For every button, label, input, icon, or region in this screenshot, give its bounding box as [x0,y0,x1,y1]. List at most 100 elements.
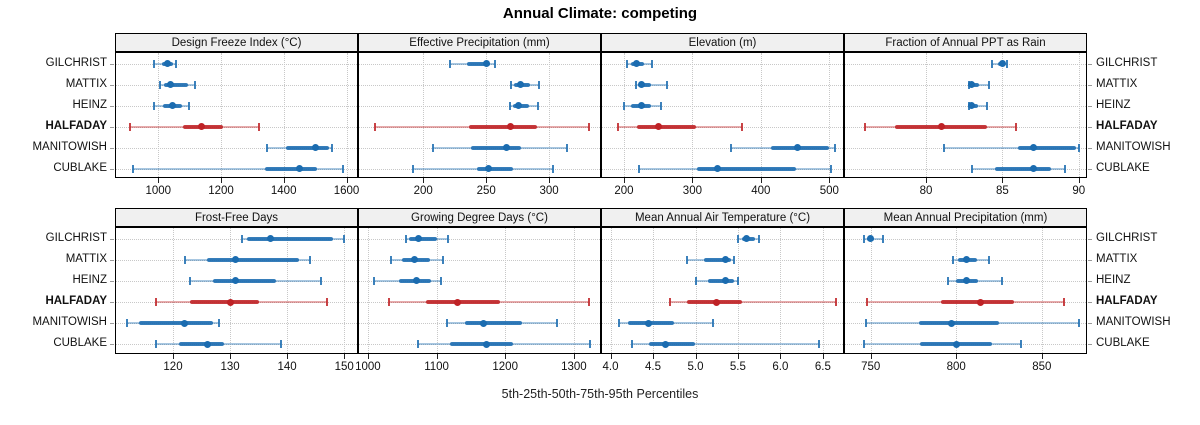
axis-tick [623,178,625,183]
axis-tick [423,178,425,183]
site-label-left: MATTIX [65,77,107,90]
panel-header: Mean Annual Air Temperature (°C) [601,208,844,227]
axis-tick-label: 250 [476,185,496,197]
grid-line-vertical [956,228,958,353]
grid-line-vertical [610,228,612,353]
axis-tick [956,354,958,359]
whisker-cap-low [448,59,451,68]
axis-tick [573,354,575,359]
axis-tick-label: 6.0 [772,361,789,373]
chart-title: Annual Climate: competing [502,5,698,22]
series-median-dot [637,102,645,109]
whisker-cap-low [389,255,392,264]
y-tick [110,323,114,325]
y-tick [1088,63,1092,65]
whisker-cap-high [538,80,540,89]
whisker-cap-high [447,234,450,243]
grid-line-horizontal [359,238,600,240]
whisker-cap-high [1078,319,1081,328]
axis-tick-label: 140 [277,361,297,373]
axis-tick-label: 6.5 [814,361,831,373]
series-median-dot [413,277,421,285]
grid-line-vertical [367,228,369,353]
whisker-cap-low [412,164,415,173]
grid-line-horizontal [602,63,843,65]
series-median-dot [502,144,510,151]
axis-tick-label: 200 [614,185,634,197]
series-median-dot [721,256,729,264]
grid-line-vertical [1002,53,1004,177]
series-iqr-line [247,236,333,241]
axis-tick-label: 4.0 [602,361,619,373]
y-tick [1088,126,1092,128]
axis-tick [870,354,872,359]
axis-tick-label: 1200 [492,361,518,373]
grid-line-horizontal [602,344,843,346]
whisker-cap-high [556,319,559,328]
panel-header: Mean Annual Precipitation (mm) [844,208,1087,227]
whisker-cap-high [651,59,653,68]
series-median-dot [968,81,976,88]
series-median-dot [742,235,750,243]
axis-tick-label: 5.0 [687,361,704,373]
series-median-dot [226,298,234,306]
axis-tick-label: 1100 [424,361,449,373]
site-label-right: HEINZ [1096,98,1131,111]
whisker-cap-high [258,122,261,131]
y-tick [110,302,114,304]
series-median-dot [485,165,493,172]
axis-tick [287,354,289,359]
panel-title: Design Freeze Index (°C) [171,36,302,49]
series-iqr-line [138,321,213,326]
axis-tick-label: 200 [413,185,433,197]
whisker-cap-low [946,276,949,285]
grid-line-vertical [573,228,575,353]
site-label-left: HALFADAY [45,119,107,132]
whisker-cap-low [266,143,269,152]
whisker-cap-low [626,59,629,68]
series-iqr-line [471,145,522,150]
whisker-cap-low [864,319,867,328]
series-range-line [133,167,344,170]
grid-line-vertical [870,228,872,353]
whisker-cap-low [152,101,155,110]
axis-tick [486,178,488,183]
whisker-cap-low [630,340,633,349]
site-label-right: MATTIX [1096,77,1138,90]
whisker-cap-low [128,122,131,131]
series-iqr-line [449,342,514,347]
whisker-cap-high [320,276,323,285]
grid-line-vertical [822,228,824,353]
axis-tick [549,178,551,183]
series-median-dot [454,298,462,306]
series-median-dot [963,277,970,285]
site-label-left: HEINZ [72,98,108,111]
axis-tick-label: 1000 [145,185,172,197]
series-median-dot [415,235,423,243]
grid-line-horizontal [602,105,843,107]
panel-plot: 1000 1100 1200 1300 [355,227,601,373]
axis-tick-label: 750 [861,361,881,373]
axis-tick [610,354,612,359]
site-label-right: CUBLAKE [1096,161,1150,174]
site-label-left: MATTIX [65,252,107,265]
y-tick [1088,302,1092,304]
series-median-dot [713,298,721,306]
whisker-cap-high [330,143,333,152]
site-label-right: CUBLAKE [1096,337,1150,350]
whisker-cap-low [417,340,419,349]
panel-plot: 200 300 400 500 [601,52,844,197]
series-range-line [631,343,819,346]
panel-title: Mean Annual Air Temperature (°C) [634,211,811,224]
panel-title: Fraction of Annual PPT as Rain [885,36,1046,49]
site-label-left: MANITOWISH [32,140,107,153]
axis-tick-label: 130 [220,361,240,373]
grid-line-vertical [780,228,782,353]
series-median-dot [632,60,640,67]
axis-tick [692,178,694,183]
whisker-cap-high [551,164,554,173]
whisker-cap-high [494,59,496,68]
site-label-left: CUBLAKE [53,161,107,174]
panel-header: Design Freeze Index (°C) [115,33,358,52]
y-tick [110,126,114,128]
